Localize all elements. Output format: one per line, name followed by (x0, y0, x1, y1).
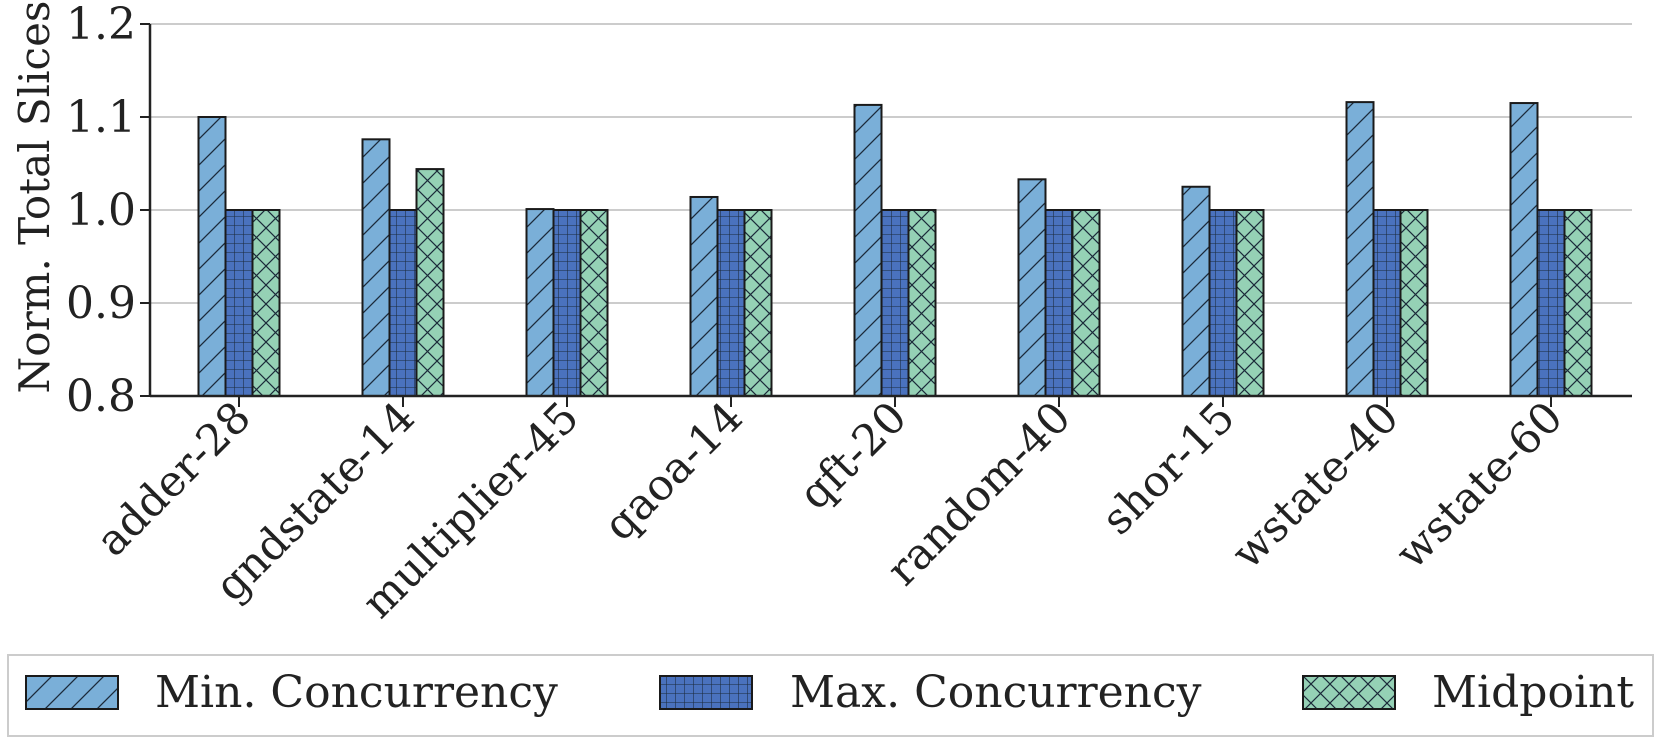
bar-max-concurrency-qft-20 (880, 209, 910, 397)
bar-min-concurrency-qft-20 (853, 103, 883, 397)
bar-max-concurrency-adder-28 (224, 209, 254, 397)
bar-max-concurrency-gndstate-14 (388, 209, 418, 397)
bar-min-concurrency-wstate-60 (1509, 102, 1539, 398)
legend-swatch-min-concurrency (25, 675, 119, 710)
bar-max-concurrency-qaoa-14 (716, 209, 746, 397)
bar-midpoint-wstate-60 (1563, 209, 1593, 397)
legend-label-min-concurrency: Min. Concurrency (155, 667, 558, 718)
bar-midpoint-adder-28 (251, 209, 281, 397)
x-tick-label-wstate-60: wstate-60 (1386, 392, 1573, 579)
bar-max-concurrency-wstate-40 (1372, 209, 1402, 397)
bar-max-concurrency-multiplier-45 (552, 209, 582, 397)
bar-max-concurrency-wstate-60 (1536, 209, 1566, 397)
legend-label-midpoint: Midpoint (1432, 667, 1634, 718)
legend: Min. Concurrency Max. Concurrency Midpoint (7, 654, 1654, 737)
bar-min-concurrency-random-40 (1017, 178, 1047, 397)
y-tick-label: 1.2 (66, 0, 136, 50)
bar-min-concurrency-multiplier-45 (525, 208, 555, 397)
legend-swatch-max-concurrency (659, 675, 753, 710)
bar-max-concurrency-shor-15 (1208, 209, 1238, 397)
bar-midpoint-multiplier-45 (579, 209, 609, 397)
x-tick-label-wstate-40: wstate-40 (1222, 392, 1409, 579)
x-tick-label-qaoa-14: qaoa-14 (594, 392, 752, 550)
legend-label-max-concurrency: Max. Concurrency (790, 667, 1202, 718)
bar-midpoint-qft-20 (907, 209, 937, 397)
bar-min-concurrency-wstate-40 (1345, 101, 1375, 398)
bar-min-concurrency-adder-28 (197, 116, 227, 397)
bar-midpoint-qaoa-14 (743, 209, 773, 397)
x-tick-label-qft-20: qft-20 (790, 392, 917, 519)
bar-min-concurrency-shor-15 (1181, 185, 1211, 397)
y-tick-label: 0.8 (66, 371, 136, 422)
bar-max-concurrency-random-40 (1044, 209, 1074, 397)
bar-midpoint-wstate-40 (1399, 209, 1429, 397)
bar-midpoint-shor-15 (1235, 209, 1265, 397)
bar-midpoint-random-40 (1071, 209, 1101, 397)
y-tick-label: 1.1 (66, 92, 136, 143)
y-tick-label: 1.0 (66, 185, 136, 236)
bar-midpoint-gndstate-14 (415, 168, 445, 397)
legend-swatch-midpoint (1302, 675, 1396, 710)
bar-min-concurrency-qaoa-14 (689, 195, 719, 397)
x-tick-label-shor-15: shor-15 (1092, 392, 1244, 544)
bars (197, 101, 1593, 398)
y-axis-label: Norm. Total Slices (10, 1, 59, 394)
y-tick-label: 0.9 (66, 278, 136, 329)
bar-min-concurrency-gndstate-14 (361, 138, 391, 397)
